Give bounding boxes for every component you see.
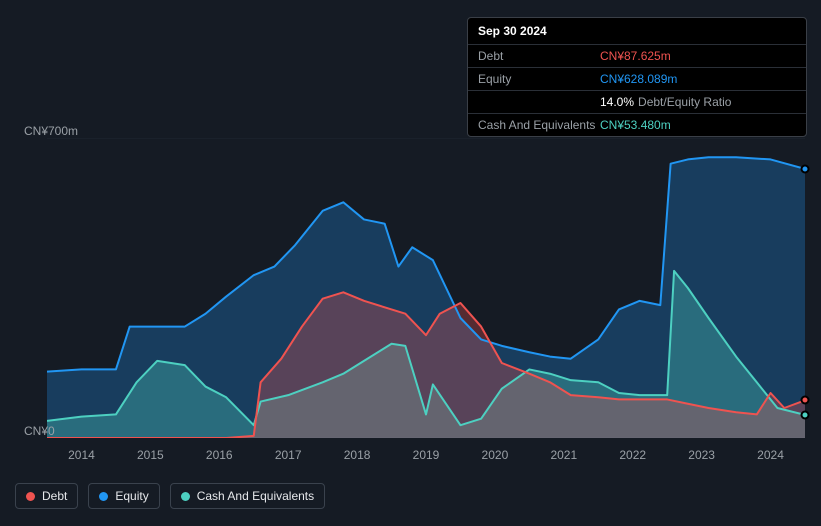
end-marker-debt — [801, 396, 810, 405]
tooltip-row-value: CN¥87.625m — [600, 49, 671, 63]
chart-legend: Debt Equity Cash And Equivalents — [15, 483, 325, 509]
tooltip-row-label: Cash And Equivalents — [478, 118, 600, 132]
legend-dot-icon — [99, 492, 108, 501]
x-axis-label: 2021 — [550, 448, 577, 462]
tooltip-row: 14.0%Debt/Equity Ratio — [468, 91, 806, 114]
tooltip-rows: DebtCN¥87.625mEquityCN¥628.089m14.0%Debt… — [468, 45, 806, 136]
y-axis-label: CN¥700m — [24, 124, 78, 138]
legend-item-debt[interactable]: Debt — [15, 483, 78, 509]
tooltip-row-label: Debt — [478, 49, 600, 63]
y-axis-label: CN¥0 — [24, 424, 55, 438]
x-axis-label: 2019 — [413, 448, 440, 462]
tooltip-row: Cash And EquivalentsCN¥53.480m — [468, 114, 806, 136]
legend-item-cash-and-equivalents[interactable]: Cash And Equivalents — [170, 483, 325, 509]
x-axis-label: 2024 — [757, 448, 784, 462]
legend-item-label: Debt — [42, 489, 67, 503]
x-axis-label: 2022 — [619, 448, 646, 462]
tooltip-row-value: 14.0%Debt/Equity Ratio — [600, 95, 731, 109]
x-axis-label: 2015 — [137, 448, 164, 462]
legend-dot-icon — [181, 492, 190, 501]
tooltip-row: EquityCN¥628.089m — [468, 68, 806, 91]
x-axis-label: 2023 — [688, 448, 715, 462]
chart-tooltip: Sep 30 2024 DebtCN¥87.625mEquityCN¥628.0… — [467, 17, 807, 137]
legend-item-label: Cash And Equivalents — [197, 489, 314, 503]
x-axis-label: 2016 — [206, 448, 233, 462]
tooltip-row-label: Equity — [478, 72, 600, 86]
tooltip-row-suffix: Debt/Equity Ratio — [638, 95, 731, 109]
tooltip-date: Sep 30 2024 — [468, 18, 806, 45]
x-axis-label: 2017 — [275, 448, 302, 462]
chart-plot-area — [47, 138, 805, 438]
legend-item-label: Equity — [115, 489, 148, 503]
chart-svg — [47, 138, 805, 438]
legend-item-equity[interactable]: Equity — [88, 483, 159, 509]
x-axis-label: 2020 — [482, 448, 509, 462]
end-marker-equity — [801, 164, 810, 173]
end-marker-cash-and-equivalents — [801, 410, 810, 419]
legend-dot-icon — [26, 492, 35, 501]
tooltip-row-value: CN¥53.480m — [600, 118, 671, 132]
tooltip-row-value: CN¥628.089m — [600, 72, 677, 86]
tooltip-row: DebtCN¥87.625m — [468, 45, 806, 68]
tooltip-row-label — [478, 95, 600, 109]
x-axis-label: 2014 — [68, 448, 95, 462]
x-axis-label: 2018 — [344, 448, 371, 462]
